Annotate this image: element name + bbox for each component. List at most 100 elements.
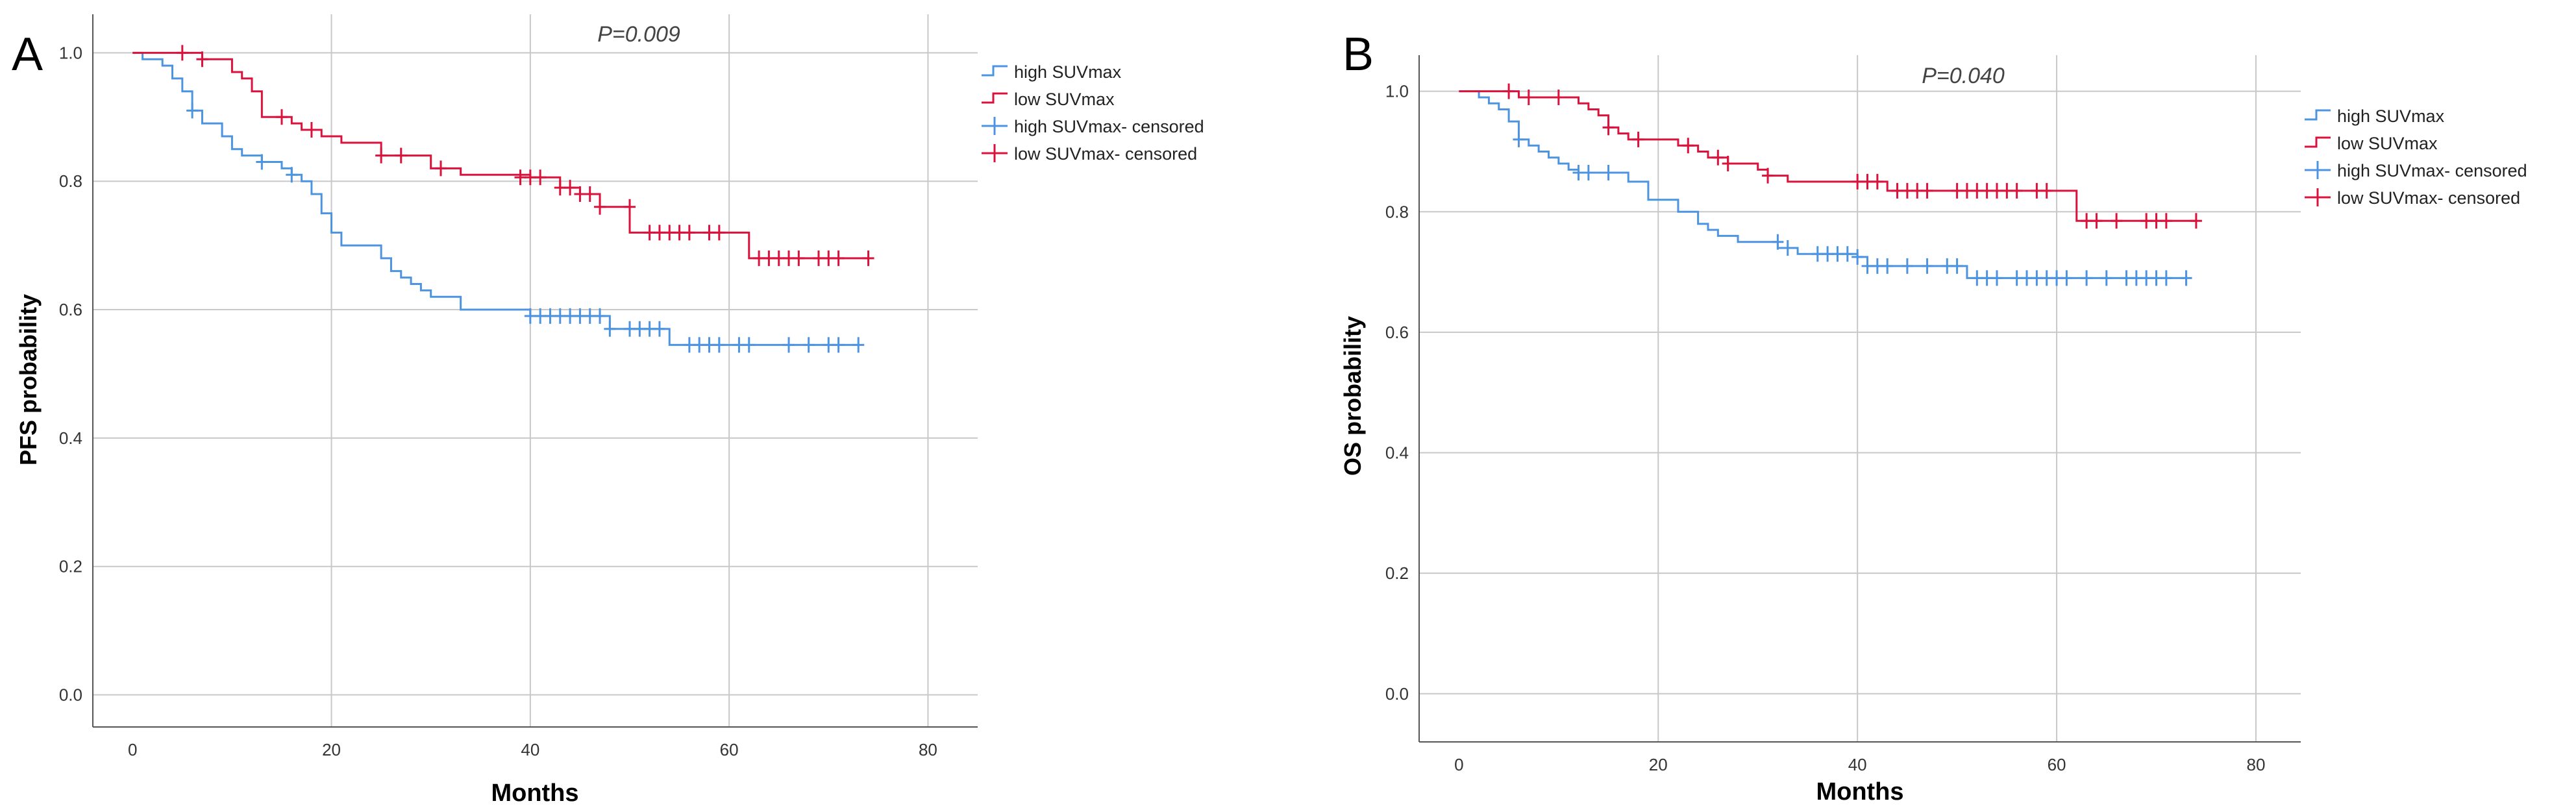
panel-a-legend-label: low SUVmax- censored [1014,144,1197,164]
panel-b-high-suvmax-censor-mark [1841,246,1853,262]
panel-b-y-tick-label: 1.0 [1385,82,1409,101]
panel-b-low-suvmax-censor-mark [2081,213,2093,229]
panel-b-low-suvmax-censor-mark [2111,213,2123,229]
panel-b-high-suvmax-censor-mark [2061,270,2073,286]
panel-a-high-suvmax-censor-mark [604,321,616,337]
panel-a-high-suvmax-censor-mark [634,321,646,337]
panel-b-low-suvmax-censor-mark [1602,119,1615,136]
panel-a-high-suvmax-censor-mark [564,308,576,324]
panel-a-high-suvmax-censor-mark [534,308,547,324]
panel-a-high-suvmax-censor-mark [594,308,606,324]
panel-b-y-tick-label: 0.4 [1385,443,1409,463]
panel-a-high-suvmax-censor-mark [574,308,586,324]
panel-a-grid [93,14,978,727]
panel-a-y-tick-label: 0.2 [59,557,82,576]
panel-b-high-suvmax-censor-mark [1921,258,1933,274]
panel-a-legend-label: high SUVmax [1014,62,1122,82]
panel-a-low-suvmax-censor-mark [375,147,388,164]
panel-a-low-suvmax-censor-mark [176,45,188,61]
panel-b-low-suvmax-censor-mark [2160,213,2172,229]
panel-a-low-suvmax-censor-mark [812,250,824,266]
panel-a-high-suvmax-censor-mark [733,337,745,353]
panel-b-high-suvmax-censor-mark [1971,270,1983,286]
panel-a-low-suvmax-censor-mark [275,109,288,125]
panel-b-high-suvmax-censor-mark [1582,164,1594,180]
panel-a-low-suvmax-censor-mark [793,250,805,266]
panel-a-low-suvmax-censor-mark [514,169,526,186]
panel-b-high-suvmax-censor-mark [1831,246,1844,262]
panel-b-high-suvmax-censor-mark [1822,246,1834,262]
panel-b-low-suvmax-censor-mark [1951,182,1963,199]
panel-a-series [132,45,874,353]
panel-a-low-suvmax-censor-mark [435,160,447,177]
panel-b-low-suvmax-censor-mark [1971,182,1983,199]
panel-a-low-suvmax-censor-mark [713,225,725,241]
panel-a-low-suvmax-censor-mark [683,225,695,241]
panel-b-high-suvmax-censor-mark [1901,258,1913,274]
panel-a-high-suvmax-censor-mark [703,337,715,353]
panel-b-legend-step-icon [2305,109,2331,121]
panel-a-low-suvmax-censor-mark [763,250,775,266]
panel-b-legend-step-icon [2305,136,2331,148]
panel-a-high-suvmax-censor-mark [832,337,845,353]
panel-a-low-suvmax-censor-mark [753,250,765,266]
panel-a-x-axis-title: Months [491,780,578,807]
panel-b-high-suvmax-censor-mark [2160,270,2172,286]
panel-b-axes [1418,55,2301,743]
panel-a-low-suvmax-censor-mark [773,250,785,266]
panel-b-label: B [1343,29,1374,80]
panel-a-legend-censor-icon [982,117,1008,135]
panel-a-low-suvmax-censor-mark [832,250,845,266]
panel-a-legend-censor-icon [982,144,1008,162]
panel-b-low-suvmax-censor-mark [1911,182,1924,199]
panel-a-high-suvmax-censor-mark [653,321,665,337]
panel-a-low-suvmax-censor-mark [823,250,835,266]
panel-b-low-suvmax-censor-mark [1981,182,1993,199]
panel-a-x-tick-label: 0 [128,740,137,759]
panel-a-low-suvmax-censor-mark [862,250,874,266]
panel-a-p-value: P=0.009 [597,22,680,47]
panel-a-high-suvmax-censor-mark [802,337,815,353]
panel-a-low-suvmax-censor-mark [783,250,795,266]
panel-a-x-tick-label: 40 [521,740,539,759]
panel-b-low-suvmax-censor-mark [2001,182,2013,199]
panel-a-x-tick-labels: 0 20 40 60 80 [128,740,937,759]
panel-b-high-suvmax-censor-mark [2021,270,2033,286]
panel-a-x-tick-label: 80 [919,740,937,759]
panel-a-high-suvmax-censor-mark [623,321,636,337]
panel-b-high-suvmax-censor-mark [1513,131,1525,147]
panel-b-high-suvmax-censor-mark [1811,246,1824,262]
panel-b-legend-label: high SUVmax- censored [2337,161,2527,180]
panel-b-high-suvmax-censor-mark [2150,270,2162,286]
panel-b-p-value: P=0.040 [1922,64,2005,88]
panel-a-high-suvmax-censor-mark [683,337,695,353]
panel-b-high-suvmax-censor-mark [1772,234,1784,250]
panel-a-low-suvmax-censor-mark [305,122,317,138]
panel-a-legend-label: low SUVmax [1014,90,1115,109]
panel-a-high-suvmax-censor-mark [286,167,298,183]
panel-b-high-suvmax-censor-mark [1781,240,1794,256]
panel-a-low-suvmax-censor-mark [673,225,686,241]
panel-a-low-suvmax-censor-mark [653,225,665,241]
panel-a-legend: high SUVmax low SUVmax high SUVmax- censor… [982,62,1204,164]
panel-b-high-suvmax-censor-mark [2040,270,2053,286]
panel-a-high-suvmax-censor-mark [713,337,725,353]
panel-b-x-tick-label: 0 [1454,755,1463,774]
panel-b-high-suvmax-censor-mark [2031,270,2043,286]
panel-a-low-suvmax-censor-mark [643,225,656,241]
panel-b-low-suvmax-censor-mark [2040,182,2053,199]
panel-a-high-suvmax-curve [132,51,859,346]
panel-a-y-tick-labels: 0.0 0.2 0.4 0.6 0.8 1.0 [59,43,82,704]
panel-b-low-suvmax-censor-mark [1852,173,1864,190]
panel-a-low-suvmax-censor-mark [395,147,407,164]
panel-a-x-tick-label: 20 [322,740,341,759]
panel-b-high-suvmax-censor-mark [1572,164,1585,180]
panel-b-high-suvmax-censor-mark [1981,270,1993,286]
panel-b-grid [1419,55,2301,742]
panel-a-high-suvmax-censor-mark [554,308,566,324]
panel-a-y-tick-label: 0.0 [59,685,82,705]
panel-a-pfs-chart: A 0 20 40 60 80 0.0 0.2 0.4 0.6 0.8 1.0 Months PF… [12,14,1204,807]
panel-b-high-suvmax-censor-mark [1602,164,1615,180]
panel-b-low-suvmax-censor-mark [1901,182,1913,199]
panel-b-low-suvmax-censor-mark [2140,213,2153,229]
